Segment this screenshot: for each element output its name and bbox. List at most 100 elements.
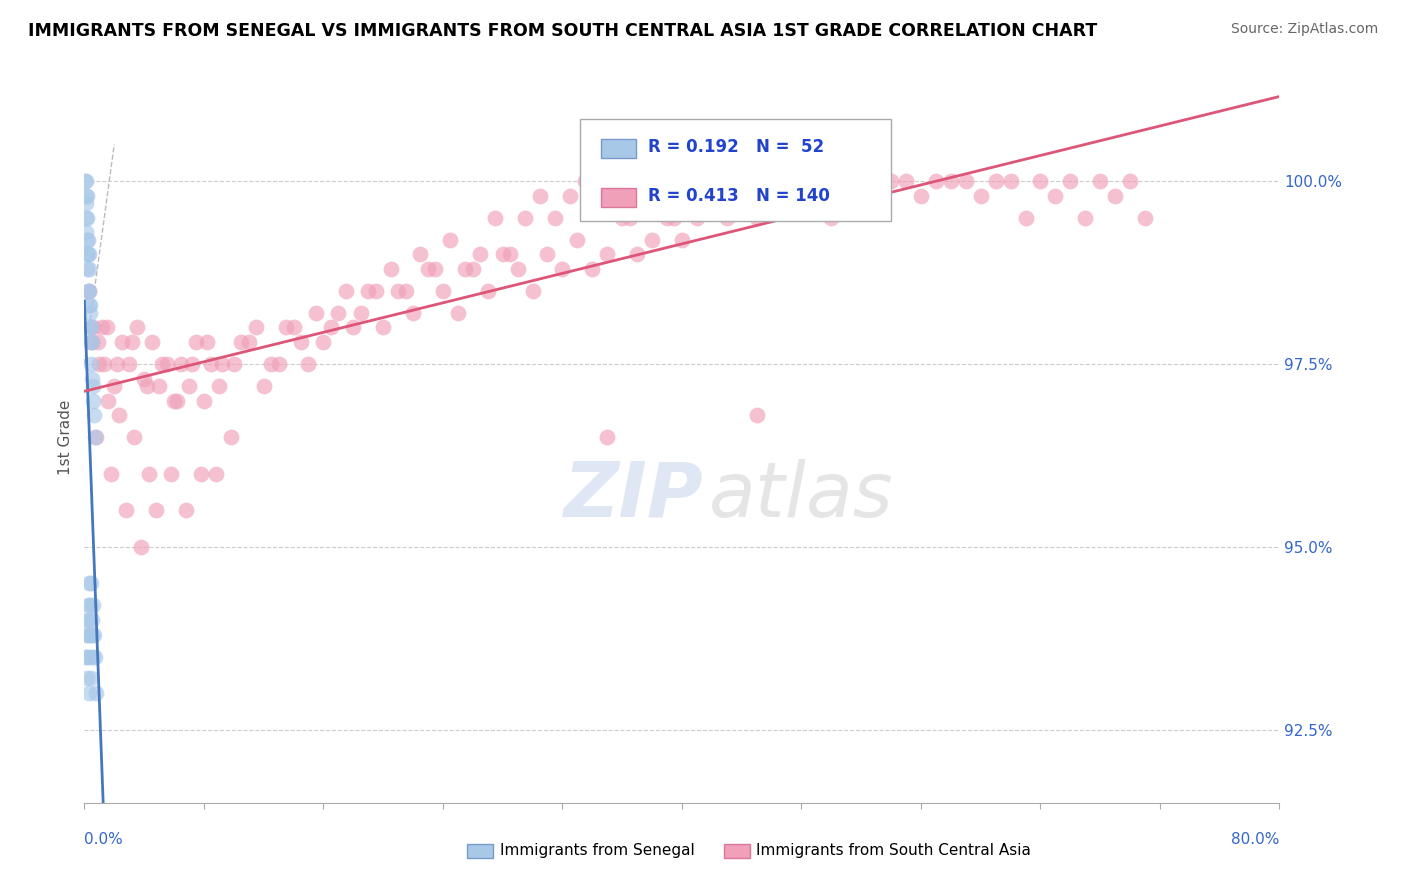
Point [558, 188, 581, 202]
Text: Immigrants from Senegal: Immigrants from Senegal [501, 843, 695, 858]
Point [82, 393, 104, 408]
Point [775, 174, 797, 188]
Point [700, 188, 723, 202]
Point [111, 334, 134, 349]
Point [93, 357, 115, 371]
Point [77, 613, 100, 627]
Point [125, 320, 148, 334]
Point [290, 334, 312, 349]
Point [745, 211, 768, 225]
Point [567, 233, 589, 247]
Point [163, 393, 186, 408]
Point [107, 408, 129, 422]
Point [77, 233, 100, 247]
Point [122, 430, 145, 444]
Point [76, 247, 98, 261]
Point [835, 188, 858, 202]
Text: ZIP: ZIP [564, 458, 704, 533]
Text: R = 0.192   N =  52: R = 0.192 N = 52 [648, 137, 824, 156]
Point [731, 188, 754, 202]
Point [76, 188, 98, 202]
Text: Immigrants from South Central Asia: Immigrants from South Central Asia [756, 843, 1031, 858]
Point [238, 334, 260, 349]
Point [603, 174, 626, 188]
Point [219, 430, 242, 444]
Point [1059, 174, 1081, 188]
Text: 80.0%: 80.0% [1232, 832, 1279, 847]
Point [387, 284, 409, 298]
Point [513, 211, 536, 225]
Point [208, 379, 231, 393]
Text: 0.0%: 0.0% [84, 832, 124, 847]
Point [1029, 174, 1052, 188]
Point [79, 599, 101, 613]
Point [181, 357, 204, 371]
Point [80, 613, 103, 627]
Point [319, 320, 342, 334]
Point [82, 649, 104, 664]
Point [499, 247, 522, 261]
Point [851, 174, 873, 188]
Point [925, 174, 948, 188]
Point [129, 540, 152, 554]
Point [77, 686, 100, 700]
Point [186, 334, 208, 349]
Point [267, 357, 290, 371]
Point [79, 334, 101, 349]
Point [380, 261, 402, 276]
Point [260, 357, 283, 371]
Text: Source: ZipAtlas.com: Source: ZipAtlas.com [1230, 22, 1378, 37]
Point [596, 247, 619, 261]
Point [82, 379, 104, 393]
Point [115, 503, 138, 517]
Point [1074, 211, 1097, 225]
Point [141, 334, 163, 349]
Point [447, 306, 470, 320]
Point [177, 379, 200, 393]
Point [357, 284, 380, 298]
Point [75, 649, 97, 664]
Point [425, 261, 447, 276]
Point [76, 613, 98, 627]
Bar [467, 845, 494, 858]
Point [350, 306, 373, 320]
Point [105, 357, 128, 371]
Point [82, 320, 104, 334]
Point [75, 225, 97, 239]
Text: atlas: atlas [709, 458, 894, 533]
Point [80, 334, 103, 349]
Y-axis label: 1st Grade: 1st Grade [58, 400, 73, 475]
Point [297, 357, 319, 371]
Text: R = 0.413   N = 140: R = 0.413 N = 140 [648, 186, 831, 204]
Point [76, 649, 98, 664]
Point [626, 247, 648, 261]
Point [80, 320, 103, 334]
Point [761, 188, 783, 202]
Point [432, 284, 454, 298]
Point [79, 649, 101, 664]
Point [83, 430, 105, 444]
Point [373, 320, 395, 334]
Point [200, 357, 222, 371]
Point [522, 284, 544, 298]
Point [544, 211, 567, 225]
Point [75, 627, 97, 641]
Point [80, 334, 103, 349]
Point [76, 261, 98, 276]
Point [89, 357, 111, 371]
Point [328, 306, 350, 320]
Point [138, 467, 160, 481]
Point [96, 320, 118, 334]
Point [1045, 188, 1067, 202]
Point [75, 174, 97, 188]
Point [619, 211, 641, 225]
Point [76, 211, 98, 225]
Point [79, 306, 101, 320]
Point [77, 284, 100, 298]
Point [190, 467, 212, 481]
Point [148, 379, 170, 393]
Point [76, 233, 98, 247]
Point [484, 211, 506, 225]
Point [103, 379, 125, 393]
Point [790, 188, 813, 202]
